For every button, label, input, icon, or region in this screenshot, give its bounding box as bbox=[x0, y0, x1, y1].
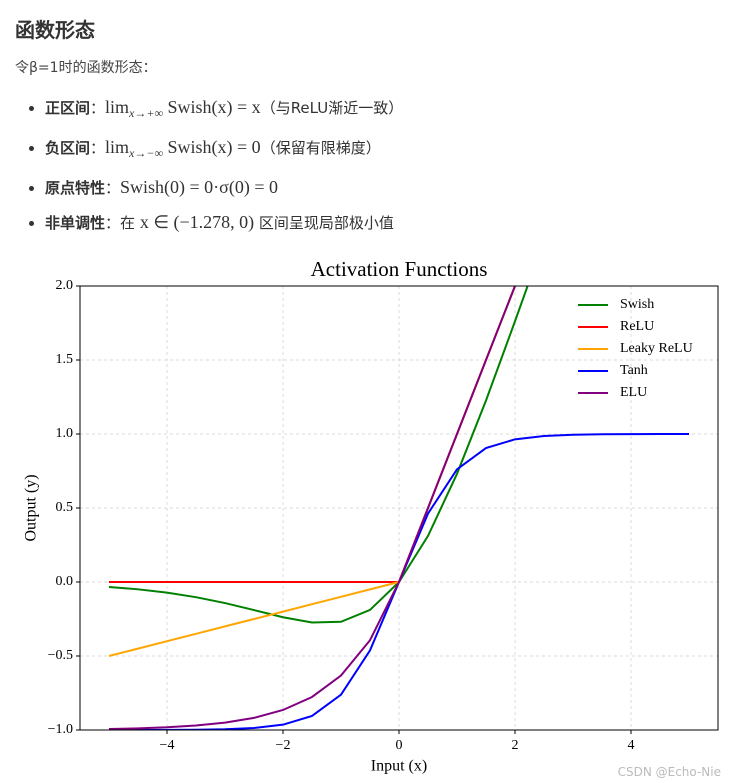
heading: 函数形态 bbox=[15, 18, 95, 42]
intro: 令β=1时的函数形态： bbox=[15, 60, 157, 76]
bullet-label: 非单调性 bbox=[45, 214, 106, 232]
x-tick-label: 4 bbox=[628, 738, 635, 753]
bullet-math: lim bbox=[105, 97, 130, 117]
chart-title: Activation Functions bbox=[311, 257, 488, 281]
legend-label: Leaky ReLU bbox=[620, 341, 693, 356]
bullet-math: lim bbox=[105, 137, 130, 157]
legend-label: ReLU bbox=[620, 319, 654, 334]
x-tick-label: 2 bbox=[512, 738, 519, 753]
bullet: 正区间：limx→+∞ Swish(x) = x（与ReLU渐近一致） bbox=[45, 97, 725, 123]
x-tick-label: 0 bbox=[396, 738, 403, 753]
legend-label: ELU bbox=[620, 385, 647, 400]
y-tick-label: 1.0 bbox=[56, 426, 74, 441]
bullet-math: x ∈ (−1.278, 0) bbox=[139, 212, 255, 232]
legend-label: Tanh bbox=[620, 363, 648, 378]
bullet-label: 原点特性 bbox=[45, 179, 106, 197]
bullet-sep: ： bbox=[105, 179, 121, 197]
bullet-plain: （保留有限梯度） bbox=[260, 139, 381, 157]
bullet-list: 正区间：limx→+∞ Swish(x) = x（与ReLU渐近一致）负区间：l… bbox=[15, 97, 725, 233]
bullet-sep: ： bbox=[90, 139, 106, 157]
plot-frame bbox=[79, 285, 719, 731]
bullet-math: Swish(x) = 0 bbox=[163, 137, 261, 157]
bullet-sub: x→−∞ bbox=[129, 146, 164, 160]
bullet-plain: 区间呈现局部极小值 bbox=[254, 214, 394, 232]
bullet: 非单调性：在 x ∈ (−1.278, 0) 区间呈现局部极小值 bbox=[45, 212, 725, 233]
bullet-plain: 在 bbox=[120, 214, 140, 232]
y-tick-label: −1.0 bbox=[48, 722, 73, 737]
y-tick-label: 0.5 bbox=[56, 500, 74, 515]
article: 函数形态 令β=1时的函数形态： 正区间：limx→+∞ Swish(x) = … bbox=[15, 14, 725, 247]
legend-label: Swish bbox=[620, 297, 654, 312]
bullet-plain: （与ReLU渐近一致） bbox=[260, 99, 404, 117]
bullet-sub: x→+∞ bbox=[129, 106, 164, 120]
y-axis-label: Output (y) bbox=[23, 474, 40, 541]
bullet-label: 负区间 bbox=[45, 139, 91, 157]
bullet-math: Swish(x) = x bbox=[163, 97, 261, 117]
bullet-sep: ： bbox=[90, 99, 106, 117]
bullet: 负区间：limx→−∞ Swish(x) = 0（保留有限梯度） bbox=[45, 137, 725, 163]
bullet-label: 正区间 bbox=[45, 99, 91, 117]
watermark: CSDN @Echo-Nie bbox=[617, 765, 721, 779]
bullet-math: Swish(0) = 0·σ(0) = 0 bbox=[120, 177, 279, 197]
series-line bbox=[108, 286, 517, 730]
y-tick-label: 0.0 bbox=[56, 574, 74, 589]
bullet: 原点特性：Swish(0) = 0·σ(0) = 0 bbox=[45, 177, 725, 198]
bullet-sep: ： bbox=[105, 214, 121, 232]
x-tick-label: −4 bbox=[160, 738, 175, 753]
x-axis-label: Input (x) bbox=[371, 758, 427, 775]
y-tick-label: 1.5 bbox=[56, 352, 74, 367]
y-tick-label: 2.0 bbox=[56, 278, 74, 293]
y-tick-label: −0.5 bbox=[48, 648, 73, 663]
x-tick-label: −2 bbox=[276, 738, 291, 753]
